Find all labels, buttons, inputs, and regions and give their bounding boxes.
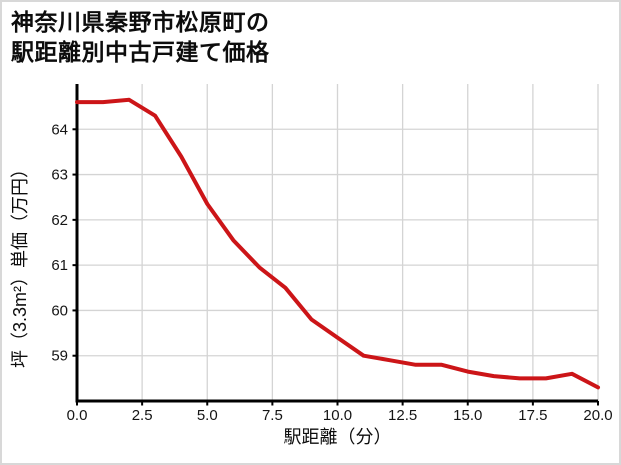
x-tick-label: 15.0 bbox=[453, 407, 482, 424]
chart-title-line1: 神奈川県秦野市松原町の bbox=[11, 9, 270, 35]
chart-title-line2: 駅距離別中古戸建て価格 bbox=[11, 39, 270, 65]
x-tick-label: 12.5 bbox=[388, 407, 417, 424]
y-tick-label: 60 bbox=[51, 302, 68, 319]
x-tick-label: 17.5 bbox=[518, 407, 547, 424]
y-tick-label: 64 bbox=[51, 121, 68, 138]
x-tick-label: 2.5 bbox=[132, 407, 153, 424]
x-tick-label: 0.0 bbox=[67, 407, 88, 424]
price-line-series bbox=[75, 97, 600, 390]
y-tick-label: 62 bbox=[51, 212, 68, 229]
x-tick-label: 7.5 bbox=[262, 407, 283, 424]
x-tick-label: 5.0 bbox=[197, 407, 218, 424]
x-axis-label: 駅距離（分） bbox=[284, 427, 392, 447]
chart-title: 神奈川県秦野市松原町の 駅距離別中古戸建て価格 bbox=[11, 7, 270, 67]
x-tick-label: 10.0 bbox=[323, 407, 352, 424]
y-tick-label: 63 bbox=[51, 167, 68, 184]
y-tick-label: 61 bbox=[51, 257, 68, 274]
y-axis-label: 坪（3.3m²）単価（万円） bbox=[10, 160, 30, 368]
x-tick-label: 20.0 bbox=[583, 407, 612, 424]
y-tick-label: 59 bbox=[51, 348, 68, 365]
